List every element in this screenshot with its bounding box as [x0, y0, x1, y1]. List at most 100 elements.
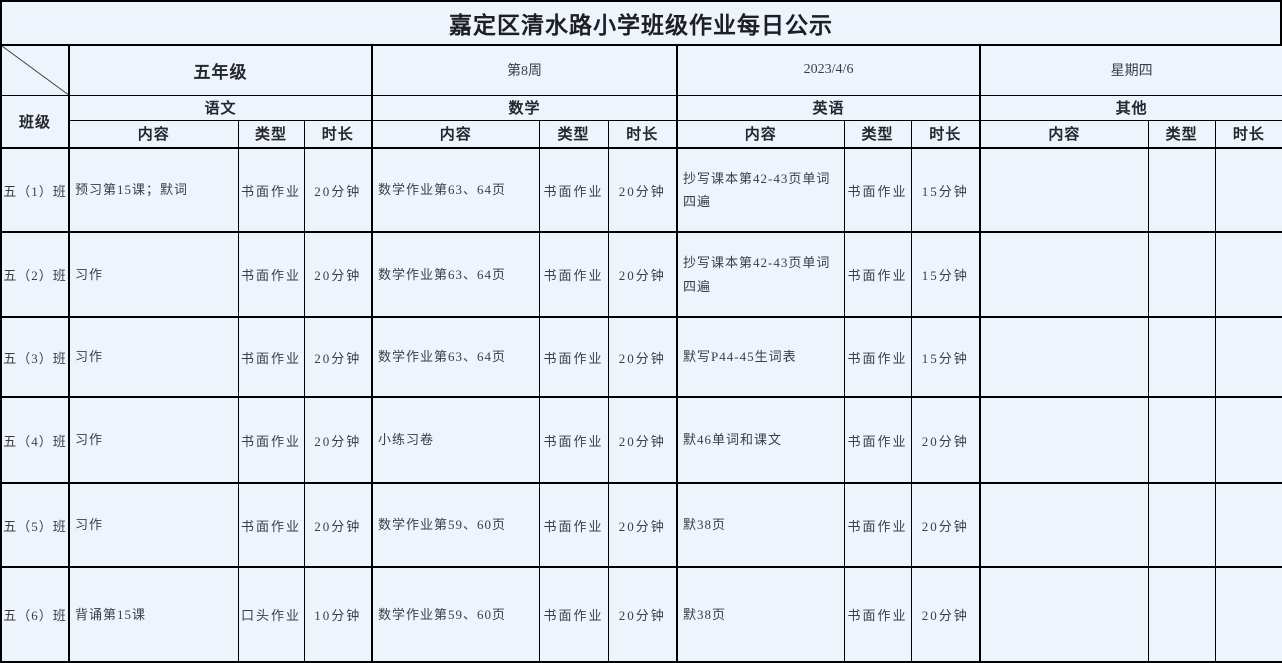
math-type-cell: 书面作业 — [538, 316, 609, 398]
chinese-type-cell: 口头作业 — [237, 566, 305, 663]
subject-chinese-header: 语文 — [67, 94, 373, 121]
math-duration-cell: 20分钟 — [607, 566, 678, 663]
diagonal-line-icon — [2, 46, 68, 94]
math-type-cell: 书面作业 — [538, 396, 609, 484]
english-duration-cell: 20分钟 — [910, 482, 981, 568]
math-content-header: 内容 — [371, 119, 540, 149]
math-duration-cell: 20分钟 — [607, 396, 678, 484]
math-duration-cell: 20分钟 — [607, 316, 678, 398]
english-content-cell: 默38页 — [676, 566, 845, 663]
chinese-duration-cell: 20分钟 — [303, 147, 373, 233]
chinese-duration-cell: 20分钟 — [303, 396, 373, 484]
english-duration-cell: 15分钟 — [910, 316, 981, 398]
english-duration-cell: 15分钟 — [910, 147, 981, 233]
math-duration-cell: 20分钟 — [607, 482, 678, 568]
other-content-cell — [979, 482, 1149, 568]
english-content-header: 内容 — [676, 119, 845, 149]
english-content-cell: 默写P44-45生词表 — [676, 316, 845, 398]
math-type-cell: 书面作业 — [538, 147, 609, 233]
other-content-cell — [979, 396, 1149, 484]
chinese-duration-cell: 20分钟 — [303, 231, 373, 318]
english-type-header: 类型 — [843, 119, 912, 149]
chinese-content-cell: 预习第15课；默词 — [68, 147, 239, 233]
english-type-cell: 书面作业 — [843, 482, 912, 568]
subject-math-header: 数学 — [371, 94, 678, 121]
class-cell: 五（2）班 — [0, 231, 70, 318]
week-cell: 第8周 — [371, 44, 678, 96]
english-type-cell: 书面作业 — [843, 147, 912, 233]
other-type-cell — [1147, 147, 1216, 233]
math-type-cell: 书面作业 — [538, 231, 609, 318]
chinese-content-cell: 习作 — [68, 482, 239, 568]
math-duration-cell: 20分钟 — [607, 231, 678, 318]
class-cell: 五（6）班 — [0, 566, 70, 663]
other-duration-cell — [1214, 231, 1282, 318]
class-cell: 五（3）班 — [0, 316, 70, 398]
corner-cell — [0, 44, 70, 96]
english-duration-cell: 20分钟 — [910, 566, 981, 663]
english-type-cell: 书面作业 — [843, 396, 912, 484]
chinese-content-cell: 背诵第15课 — [68, 566, 239, 663]
class-cell: 五（1）班 — [0, 147, 70, 233]
page-title: 嘉定区清水路小学班级作业每日公示 — [0, 0, 1282, 44]
other-type-header: 类型 — [1147, 119, 1216, 149]
other-duration-cell — [1214, 482, 1282, 568]
table-row: 五（4）班 习作 书面作业 20分钟 小练习卷 书面作业 20分钟 默46单词和… — [0, 396, 1282, 484]
math-type-cell: 书面作业 — [538, 566, 609, 663]
chinese-type-cell: 书面作业 — [237, 482, 305, 568]
math-content-cell: 数学作业第59、60页 — [371, 566, 540, 663]
english-duration-cell: 20分钟 — [910, 396, 981, 484]
math-content-cell: 数学作业第63、64页 — [371, 147, 540, 233]
math-duration-header: 时长 — [607, 119, 678, 149]
english-content-cell: 默46单词和课文 — [676, 396, 845, 484]
chinese-type-cell: 书面作业 — [237, 231, 305, 318]
other-type-cell — [1147, 231, 1216, 318]
other-content-cell — [979, 566, 1149, 663]
chinese-type-cell: 书面作业 — [237, 396, 305, 484]
math-content-cell: 小练习卷 — [371, 396, 540, 484]
table-row: 五（3）班 习作 书面作业 20分钟 数学作业第63、64页 书面作业 20分钟… — [0, 316, 1282, 398]
table-row: 五（2）班 习作 书面作业 20分钟 数学作业第63、64页 书面作业 20分钟… — [0, 231, 1282, 318]
chinese-duration-cell: 20分钟 — [303, 316, 373, 398]
english-duration-cell: 15分钟 — [910, 231, 981, 318]
header-row-subcols: 内容 类型 时长 内容 类型 时长 内容 类型 时长 内容 类型 时长 — [1, 119, 1282, 149]
math-content-cell: 数学作业第63、64页 — [371, 316, 540, 398]
other-content-cell — [979, 231, 1149, 318]
class-cell: 五（5）班 — [0, 482, 70, 568]
chinese-content-cell: 习作 — [68, 231, 239, 318]
chinese-type-cell: 书面作业 — [237, 147, 305, 233]
english-content-cell: 抄写课本第42-43页单词四遍 — [676, 231, 845, 318]
other-type-cell — [1147, 566, 1216, 663]
math-content-cell: 数学作业第63、64页 — [371, 231, 540, 318]
math-type-cell: 书面作业 — [538, 482, 609, 568]
grade-cell: 五年级 — [67, 44, 373, 96]
class-cell: 五（4）班 — [0, 396, 70, 484]
other-type-cell — [1147, 316, 1216, 398]
math-duration-cell: 20分钟 — [607, 147, 678, 233]
header-row-subjects: 班级 语文 数学 英语 其他 — [0, 94, 1282, 149]
math-type-header: 类型 — [538, 119, 609, 149]
other-duration-header: 时长 — [1214, 119, 1282, 149]
chinese-content-cell: 习作 — [68, 396, 239, 484]
weekday-cell: 星期四 — [979, 44, 1282, 96]
chinese-type-header: 类型 — [237, 119, 305, 149]
chinese-content-header: 内容 — [68, 119, 239, 149]
chinese-type-cell: 书面作业 — [237, 316, 305, 398]
english-content-cell: 抄写课本第42-43页单词四遍 — [676, 147, 845, 233]
english-duration-header: 时长 — [910, 119, 981, 149]
table-row: 五（5）班 习作 书面作业 20分钟 数学作业第59、60页 书面作业 20分钟… — [0, 482, 1282, 568]
other-duration-cell — [1214, 316, 1282, 398]
other-duration-cell — [1214, 396, 1282, 484]
english-content-cell: 默38页 — [676, 482, 845, 568]
date-cell: 2023/4/6 — [676, 44, 981, 96]
subject-other-header: 其他 — [979, 94, 1282, 121]
other-duration-cell — [1214, 147, 1282, 233]
table-row: 五（1）班 预习第15课；默词 书面作业 20分钟 数学作业第63、64页 书面… — [0, 147, 1282, 233]
math-content-cell: 数学作业第59、60页 — [371, 482, 540, 568]
english-type-cell: 书面作业 — [843, 231, 912, 318]
homework-table: 五年级 第8周 2023/4/6 星期四 班级 语文 数学 英语 其他 内容 类… — [0, 44, 1282, 663]
table-row: 五（6）班 背诵第15课 口头作业 10分钟 数学作业第59、60页 书面作业 … — [0, 566, 1282, 663]
class-column-header: 班级 — [0, 94, 70, 149]
chinese-duration-cell: 10分钟 — [303, 566, 373, 663]
